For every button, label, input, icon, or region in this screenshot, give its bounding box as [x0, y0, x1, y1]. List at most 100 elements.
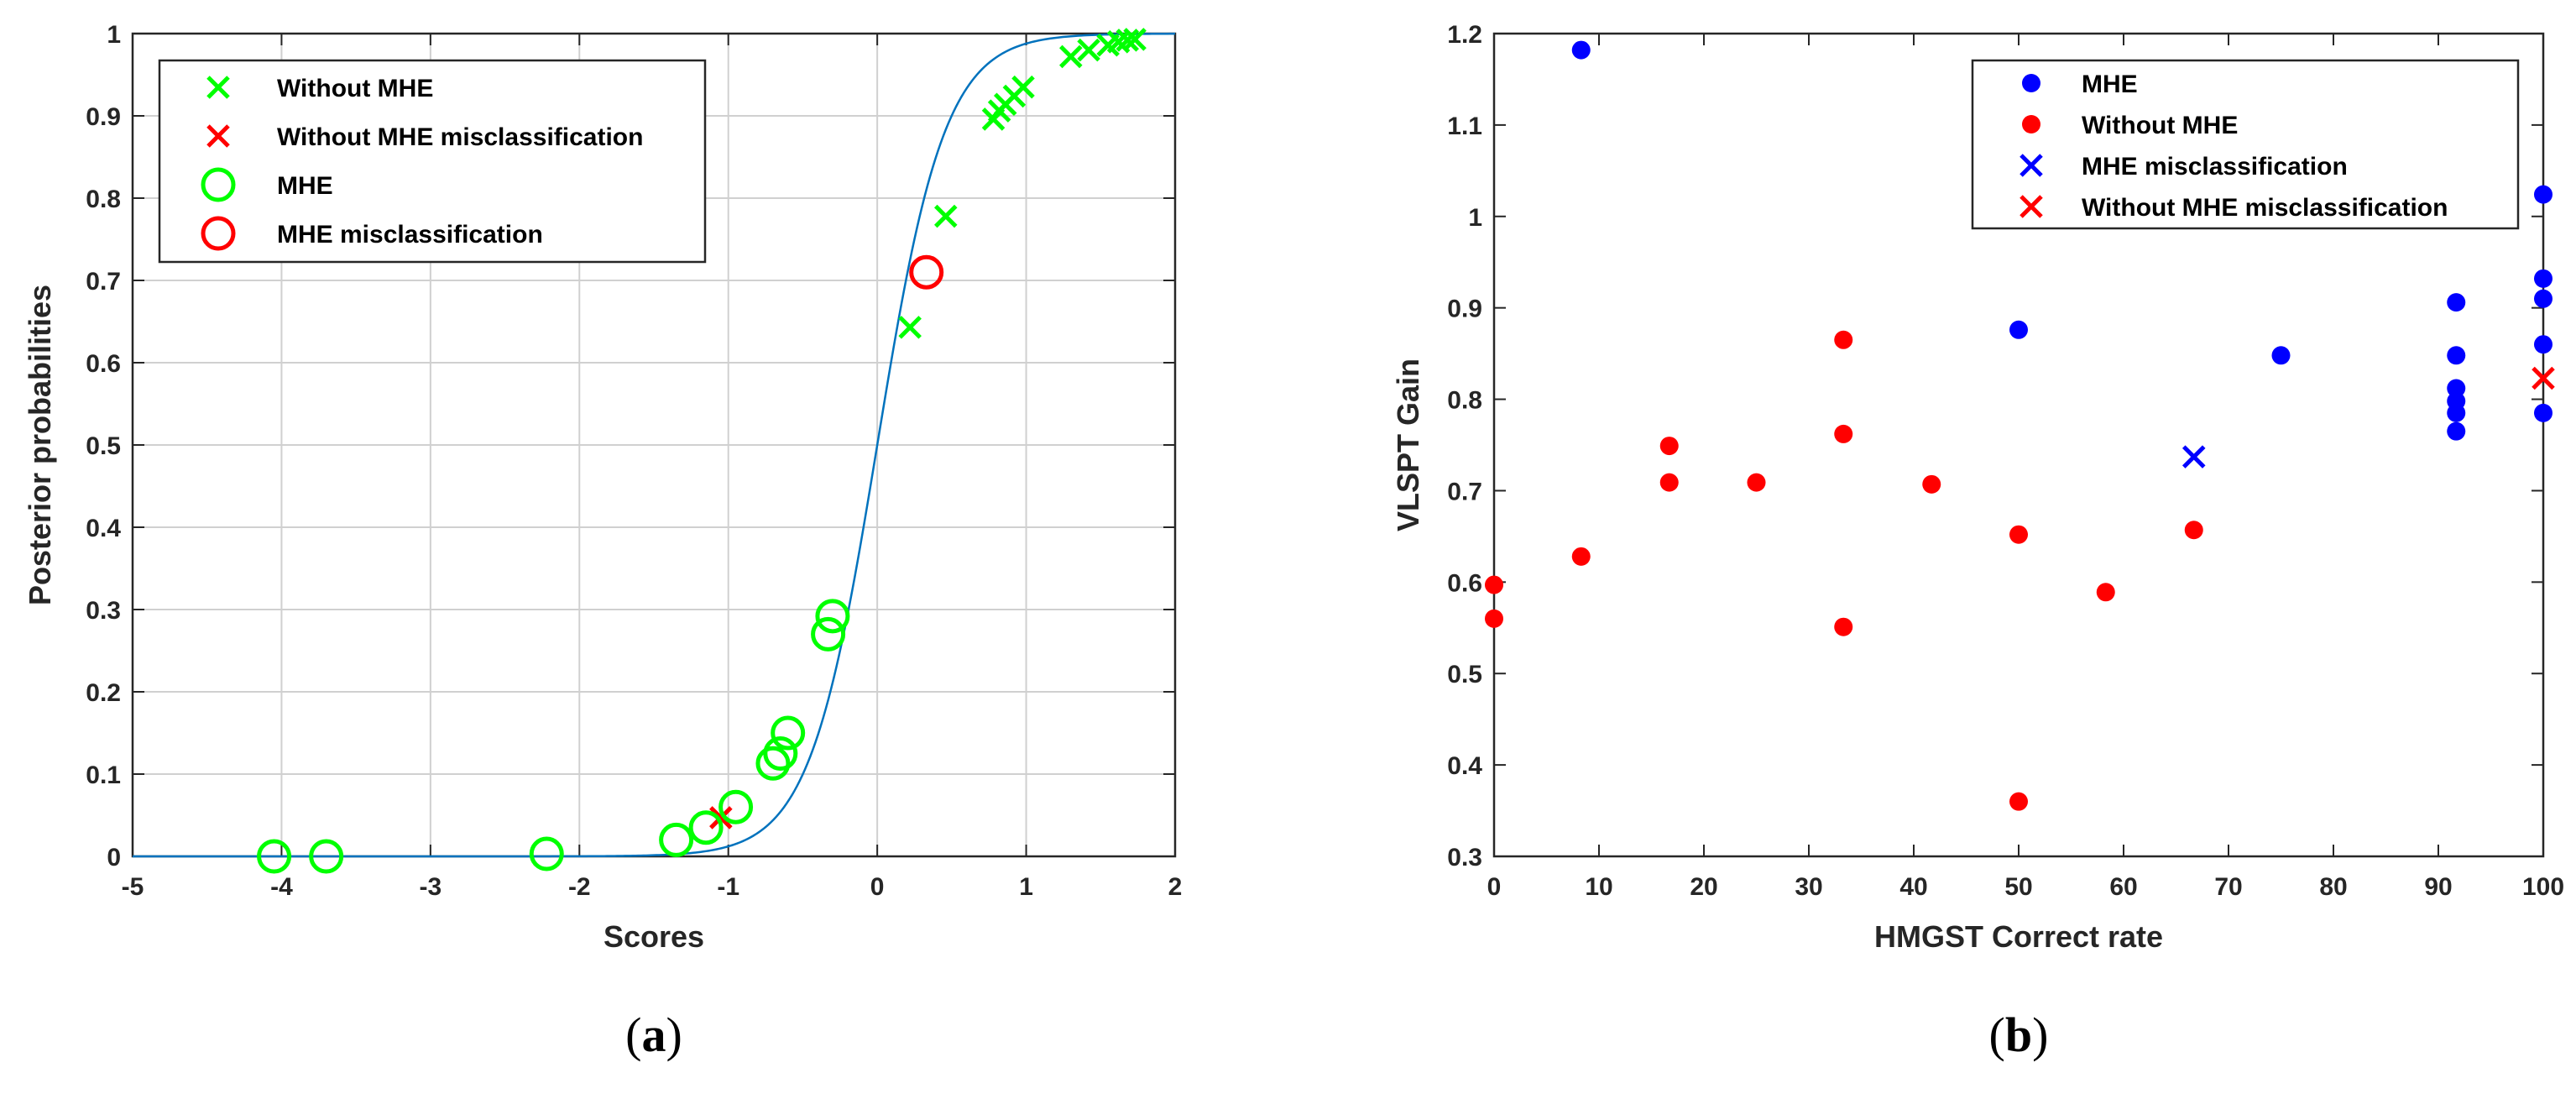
chart-panel-a: -5 -4 -3 -2 -1 0 1 2 0 0.1 0.2 0.3 0.4 0.5 0.6 0.7 0.8 0.…	[23, 21, 1182, 1062]
panel-letter: b	[2005, 1007, 2032, 1062]
data-point	[2447, 421, 2466, 441]
x-tick-label: 50	[2004, 873, 2032, 901]
data-point	[1485, 609, 1503, 628]
x-tick-label: -2	[568, 873, 591, 901]
legend-marker	[2020, 154, 2043, 177]
series-mhe	[1571, 40, 2552, 441]
legend-marker	[206, 124, 230, 148]
data-point	[898, 316, 922, 339]
legend-box	[1971, 59, 2520, 230]
data-point	[1059, 44, 1083, 69]
data-point	[529, 836, 564, 871]
x-tick-label: 90	[2424, 873, 2452, 901]
data-point	[1834, 617, 1853, 636]
series-without-mhe-misclassification	[2532, 366, 2555, 390]
data-point	[2182, 445, 2206, 468]
data-point	[1659, 473, 1679, 492]
data-point	[1747, 473, 1766, 492]
x-tick-label: -5	[122, 873, 144, 901]
series-mhe	[257, 599, 850, 874]
data-point	[1011, 75, 1035, 99]
data-point	[688, 810, 724, 845]
series-without-mhe	[898, 28, 1147, 339]
x-axis-label: HMGST Correct rate	[1874, 919, 2163, 954]
data-point	[1834, 330, 1853, 349]
legend-label: Without MHE	[2082, 112, 2238, 139]
legend-label: Without MHE misclassification	[277, 123, 643, 151]
x-tick-label: -4	[270, 873, 293, 901]
data-point	[1834, 424, 1853, 443]
y-tick-label: 0.9	[1447, 296, 1482, 323]
chart-panel-b: 0 10 20 30 40 50 60 70 80 90 100 0.3 0.4 0.5 0.6 0.7 0.8…	[1391, 21, 2564, 1062]
data-point	[2009, 792, 2028, 811]
y-tick-label: 1	[107, 21, 121, 49]
series-without-mhe	[1485, 330, 2203, 811]
series-mhe-misclassification	[909, 254, 944, 290]
x-tick-label: 1	[1019, 873, 1033, 901]
plot-frame	[131, 32, 1177, 858]
x-tick-label: -3	[420, 873, 442, 901]
legend-marker	[2022, 74, 2040, 92]
x-tick-label: 20	[1690, 873, 1717, 901]
data-point	[755, 746, 791, 781]
fitted-curve	[133, 32, 1176, 858]
data-point	[659, 822, 694, 857]
data-point	[811, 616, 846, 652]
paren: (	[625, 1007, 641, 1062]
y-tick-label: 0.6	[1447, 569, 1482, 597]
data-point	[1571, 547, 1591, 566]
x-axis-label: Scores	[604, 919, 704, 954]
y-tick-label: 0.8	[86, 186, 121, 213]
data-point	[709, 806, 733, 829]
y-tick-label: 0	[107, 844, 121, 871]
data-point	[2534, 289, 2552, 308]
legend-label: Without MHE	[277, 75, 433, 102]
data-point	[815, 599, 850, 634]
legend-marker	[201, 167, 236, 202]
data-point	[2447, 346, 2466, 365]
y-tick-label: 0.5	[86, 432, 121, 460]
data-point	[2271, 346, 2291, 365]
data-point	[309, 839, 344, 874]
y-tick-label: 0.2	[86, 679, 121, 707]
data-point	[2447, 293, 2466, 312]
y-tick-label: 0.7	[86, 268, 121, 296]
x-tick-label: 10	[1585, 873, 1612, 901]
y-tick-label: 0.4	[86, 515, 121, 542]
legend-label: MHE	[2082, 71, 2138, 98]
legend-marker	[2022, 115, 2040, 133]
data-point	[1116, 29, 1139, 52]
paren: )	[666, 1007, 682, 1062]
legend: Without MHE Without MHE misclassification…	[158, 59, 707, 264]
y-axis-label: Posterior probabilities	[23, 285, 57, 605]
data-point	[2534, 269, 2552, 288]
x-tick-label: 100	[2522, 873, 2564, 901]
y-tick-label: 0.3	[86, 597, 121, 625]
y-tick-label: 0.3	[1447, 844, 1482, 871]
data-point	[1922, 474, 1941, 494]
x-tick-label: 0	[1487, 873, 1502, 901]
data-point	[1123, 28, 1147, 51]
legend-label: MHE misclassification	[2082, 153, 2348, 181]
data-point	[2096, 583, 2115, 602]
y-tick-label: 0.5	[1447, 661, 1482, 688]
data-point	[1077, 38, 1100, 62]
series-without-mhe-misclassification	[709, 806, 733, 829]
panel-letter: a	[642, 1007, 666, 1062]
legend-label: MHE misclassification	[277, 221, 543, 249]
panel-label: (b)	[1989, 1007, 2049, 1062]
data-point	[2534, 403, 2552, 422]
y-tick-label: 1.1	[1447, 113, 1482, 140]
x-tick-label: -1	[717, 873, 739, 901]
data-point	[771, 715, 806, 751]
x-tick-label: 40	[1899, 873, 1927, 901]
y-tick-label: 0.1	[86, 761, 121, 789]
data-point	[718, 789, 754, 824]
y-tick-label: 0.9	[86, 103, 121, 131]
data-point	[1571, 40, 1591, 60]
data-point	[2184, 521, 2203, 540]
series-mhe-misclassification	[2182, 445, 2206, 468]
y-tick-label: 0.8	[1447, 387, 1482, 415]
x-tick-label: 70	[2214, 873, 2242, 901]
data-point	[2009, 320, 2028, 339]
